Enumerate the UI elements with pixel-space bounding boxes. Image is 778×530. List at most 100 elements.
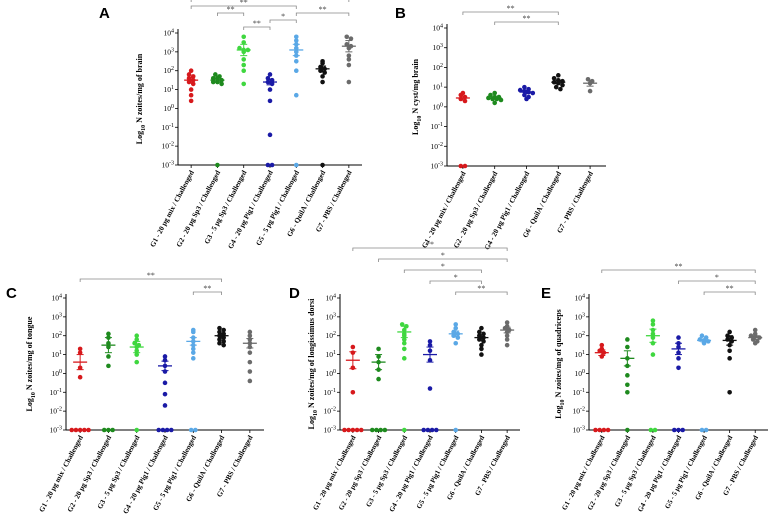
y-tick-label-exp: 4: [171, 29, 174, 35]
y-tick-label-exp: 1: [333, 350, 336, 356]
significance-bracket: **: [352, 240, 508, 251]
y-tick-label: 10-3: [162, 161, 175, 170]
bracket-line: [462, 11, 559, 15]
bracket-line: [217, 12, 245, 16]
series-g1: [593, 342, 611, 433]
data-point: [458, 163, 464, 169]
significance-bracket: **: [79, 271, 222, 282]
y-tick-label-base: 10: [433, 24, 441, 33]
y-tick-label-base: 10: [433, 63, 441, 72]
y-tick-label-base: 10: [50, 407, 58, 416]
significance-label: **: [319, 5, 327, 14]
y-tick-label: 103: [52, 312, 63, 321]
y-tick-label-exp: 3: [171, 47, 174, 53]
data-point: [401, 427, 407, 433]
data-point: [376, 376, 381, 382]
y-tick-label: 104: [575, 294, 586, 303]
y-tick-label: 100: [433, 102, 444, 111]
y-tick-label-base: 10: [52, 350, 60, 359]
x-tick-label: G4 - 20 µg Pig1 / Challenged: [227, 169, 275, 250]
data-point: [188, 68, 194, 74]
data-point: [650, 318, 656, 323]
data-point: [504, 337, 510, 342]
bracket-line: [601, 269, 756, 273]
data-point: [221, 339, 226, 344]
y-tick-label-exp: 3: [440, 43, 443, 49]
data-point: [676, 365, 681, 371]
y-axis-title-sub: 10: [313, 410, 319, 416]
data-point: [156, 427, 161, 433]
data-point: [625, 344, 630, 350]
data-point: [748, 333, 754, 339]
y-tick-label-base: 10: [326, 294, 334, 303]
data-point: [217, 325, 222, 331]
y-tick-label: 10-2: [431, 142, 444, 151]
data-point: [101, 427, 107, 433]
y-tick-label: 10-3: [50, 426, 63, 435]
significance-bracket: **: [455, 284, 508, 295]
y-tick-label-base: 10: [50, 426, 58, 435]
series-g3: [645, 318, 660, 433]
data-point: [517, 87, 523, 93]
data-point: [625, 427, 630, 433]
y-axis-title-sub: 10: [560, 399, 566, 405]
bracket-line: [79, 278, 222, 282]
data-point: [729, 335, 735, 340]
series-g5: [186, 327, 201, 433]
x-tick-label: G1 - 20 µg mix / Challenged: [560, 434, 606, 511]
y-tick-label-base: 10: [326, 331, 334, 340]
data-point: [162, 391, 168, 397]
y-tick-label: 102: [52, 331, 63, 340]
data-point: [221, 327, 226, 333]
data-point: [134, 427, 140, 433]
y-axis-title-sub: 10: [31, 392, 37, 398]
significance-label: **: [675, 262, 683, 271]
data-point: [401, 340, 407, 346]
series-g7: [242, 329, 257, 384]
y-axis-title: Log10 N zoites/mg of longissimus dorsi: [307, 298, 319, 429]
data-point: [241, 62, 247, 68]
y-tick-label-base: 10: [326, 312, 334, 321]
significance-bracket: **: [494, 14, 559, 25]
data-point: [342, 427, 347, 433]
y-tick-label: 103: [433, 43, 444, 52]
data-point: [241, 57, 247, 62]
y-tick-label-exp: -1: [580, 388, 585, 394]
data-point: [162, 380, 168, 386]
data-point: [556, 73, 561, 78]
data-point: [267, 98, 273, 104]
data-point: [597, 427, 602, 433]
data-point: [676, 427, 681, 433]
data-point: [705, 339, 711, 344]
y-tick-label: 10-1: [324, 388, 337, 397]
bracket-line: [455, 291, 508, 295]
y-tick-label-base: 10: [52, 331, 60, 340]
data-point: [399, 322, 405, 327]
data-point: [134, 333, 140, 339]
significance-label: **: [477, 284, 485, 293]
bracket-line: [269, 19, 297, 23]
series-g4: [421, 339, 439, 433]
series-g1: [342, 344, 364, 433]
data-point: [188, 98, 194, 104]
data-point: [348, 36, 354, 41]
data-point: [162, 403, 168, 408]
y-tick-label: 100: [326, 369, 337, 378]
data-point: [453, 325, 459, 331]
data-point: [346, 79, 352, 85]
data-point: [676, 356, 681, 361]
data-point: [551, 75, 557, 81]
data-point: [164, 427, 170, 433]
data-point: [106, 427, 111, 433]
data-point: [247, 333, 253, 339]
y-tick-label: 102: [433, 63, 444, 72]
significance-bracket: *: [678, 273, 756, 284]
data-point: [498, 97, 504, 103]
data-point: [504, 320, 510, 325]
significance-bracket: *: [269, 12, 297, 23]
y-tick-label-exp: 2: [171, 66, 174, 72]
y-tick-label-exp: 0: [440, 102, 443, 108]
